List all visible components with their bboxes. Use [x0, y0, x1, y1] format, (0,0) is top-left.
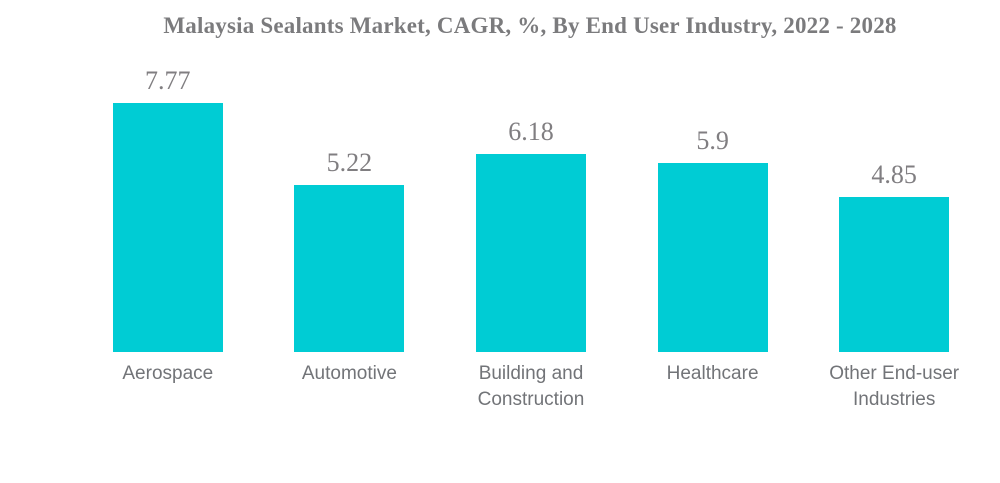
bar — [112, 103, 223, 352]
bar-column: 7.77 Aerospace — [77, 60, 259, 460]
bar-chart-plot-area: 7.77 Aerospace 5.22 Automotive 6.18 Building … — [77, 60, 985, 460]
category-label: Healthcare — [666, 363, 759, 384]
category-label: Automotive — [301, 363, 397, 384]
bar-area: 7.77 — [77, 60, 259, 352]
bar-column: 5.22 Automotive — [259, 60, 441, 460]
category-label: Aerospace — [122, 363, 214, 384]
bar-value-label: 4.85 — [871, 160, 917, 189]
bar-area: 4.85 — [803, 60, 985, 352]
bar-column: 5.9 Healthcare — [622, 60, 804, 460]
bar-column: 4.85 Other End-user Industries — [803, 60, 985, 460]
bar — [657, 163, 768, 352]
bar — [294, 185, 405, 352]
bar-value-label: 5.22 — [326, 148, 373, 177]
bar-area: 5.9 — [622, 60, 804, 352]
bar-value-label: 6.18 — [508, 117, 554, 146]
bar — [839, 197, 950, 352]
bar-value-label: 5.9 — [696, 126, 729, 155]
bar-area: 5.22 — [259, 60, 441, 352]
bar-column: 6.18 Building and Construction — [440, 60, 622, 460]
category-label: Other End-user Industries — [829, 363, 960, 410]
category-label: Building and Construction — [477, 363, 585, 410]
chart-title: Malaysia Sealants Market, CAGR, %, By En… — [163, 13, 897, 38]
bar-area: 6.18 — [440, 60, 622, 352]
bar-value-label: 7.77 — [145, 66, 191, 95]
bar — [475, 154, 586, 352]
